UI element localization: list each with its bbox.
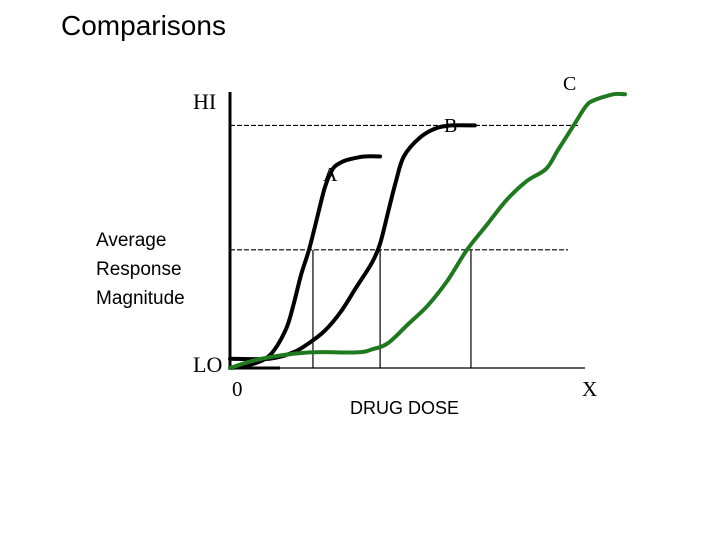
y-axis-label: Average Response Magnitude bbox=[96, 226, 185, 313]
dose-response-curve-c bbox=[228, 91, 627, 370]
series-label-b: B bbox=[444, 115, 457, 137]
dose-response-curve-b bbox=[228, 123, 477, 362]
slide-title: Comparisons bbox=[61, 10, 226, 41]
y-high-tick-label: HI bbox=[193, 89, 216, 114]
series-label-a: A bbox=[323, 164, 338, 186]
x-axis-label: DRUG DOSE bbox=[350, 398, 459, 418]
series-label-c: C bbox=[563, 73, 576, 95]
y-axis-label-line: Response bbox=[96, 259, 182, 280]
dose-response-curve-a bbox=[228, 154, 383, 370]
y-axis-label-line: Average bbox=[96, 230, 167, 251]
x-origin-tick-label: 0 bbox=[232, 377, 243, 401]
y-low-tick-label: LO bbox=[193, 352, 222, 377]
y-axis-label-line: Magnitude bbox=[96, 288, 185, 309]
x-end-tick-label: X bbox=[582, 377, 597, 401]
